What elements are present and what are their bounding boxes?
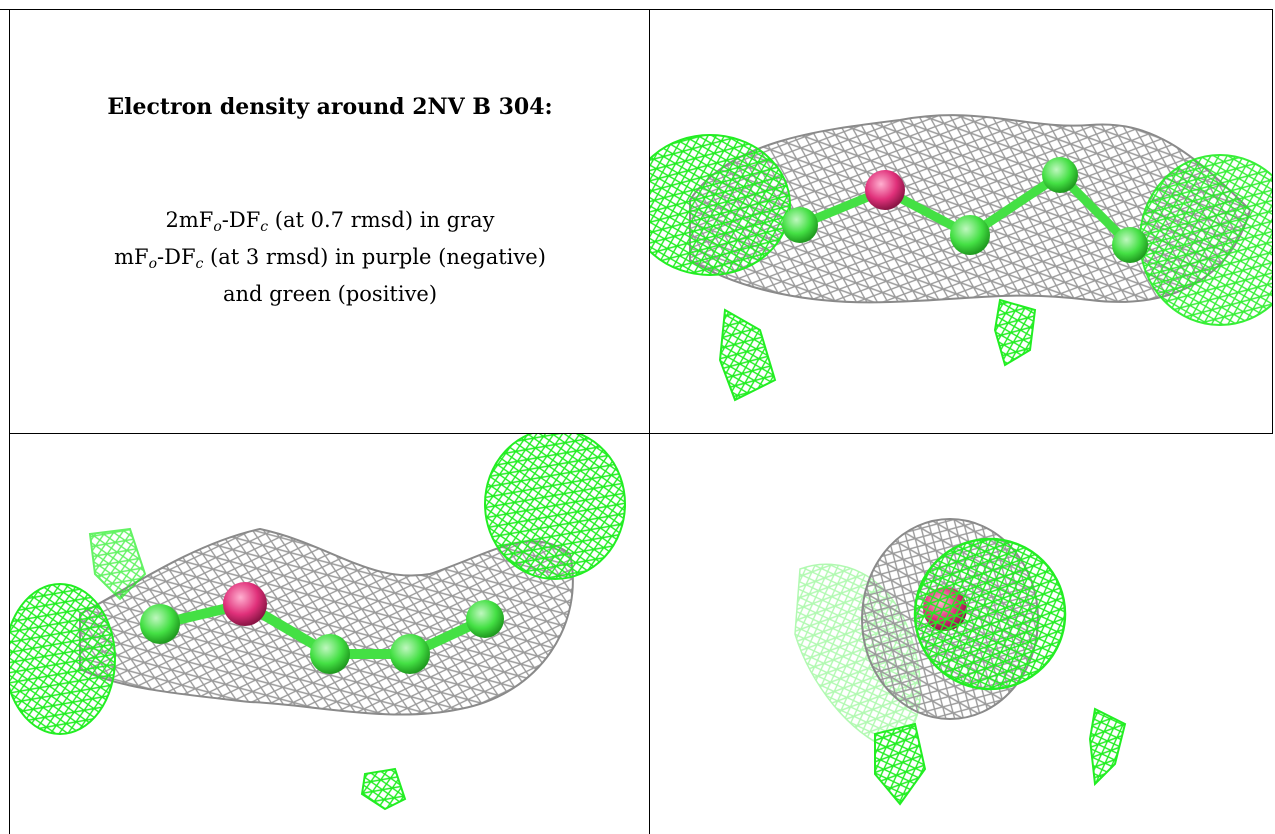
- density-view-bottom-right: [650, 434, 1272, 834]
- density-mesh-icon: [794, 518, 1127, 806]
- legend-text: 2mFo-DFc (at 0.7 rmsd) in gray mFo-DFc (…: [10, 205, 650, 309]
- caption-title: Electron density around 2NV B 304:: [107, 94, 553, 120]
- density-view-bottom-left: [10, 434, 649, 834]
- center-divider: [649, 9, 650, 834]
- legend-line-3: and green (positive): [222, 282, 438, 306]
- left-border: [9, 9, 10, 834]
- density-mesh-icon: [10, 434, 626, 811]
- right-border: [1272, 9, 1273, 434]
- density-view-top-right: [650, 10, 1272, 433]
- legend-line-2: mFo-DFc (at 3 rmsd) in purple (negative): [114, 245, 546, 272]
- density-mesh-icon: [650, 114, 1272, 402]
- legend-line-1: 2mFo-DFc (at 0.7 rmsd) in gray: [165, 208, 495, 235]
- middle-divider: [9, 433, 1273, 434]
- top-border: [0, 9, 1273, 10]
- caption-block: Electron density around 2NV B 304:: [10, 94, 650, 120]
